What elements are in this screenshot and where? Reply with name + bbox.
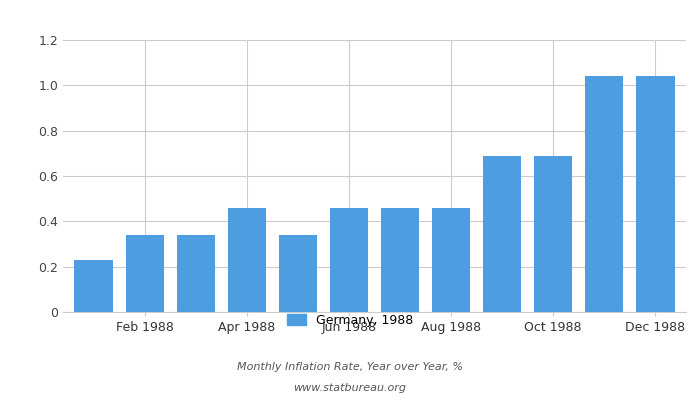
Bar	[483, 156, 522, 312]
Bar	[125, 235, 164, 312]
Bar	[228, 208, 266, 312]
Bar	[74, 260, 113, 312]
Bar	[279, 235, 317, 312]
Bar	[636, 76, 675, 312]
Text: www.statbureau.org: www.statbureau.org	[293, 383, 407, 393]
Legend: Germany, 1988: Germany, 1988	[282, 309, 418, 332]
Bar	[381, 208, 419, 312]
Bar	[330, 208, 368, 312]
Bar	[585, 76, 624, 312]
Bar	[176, 235, 215, 312]
Bar	[432, 208, 470, 312]
Bar	[534, 156, 573, 312]
Text: Monthly Inflation Rate, Year over Year, %: Monthly Inflation Rate, Year over Year, …	[237, 362, 463, 372]
